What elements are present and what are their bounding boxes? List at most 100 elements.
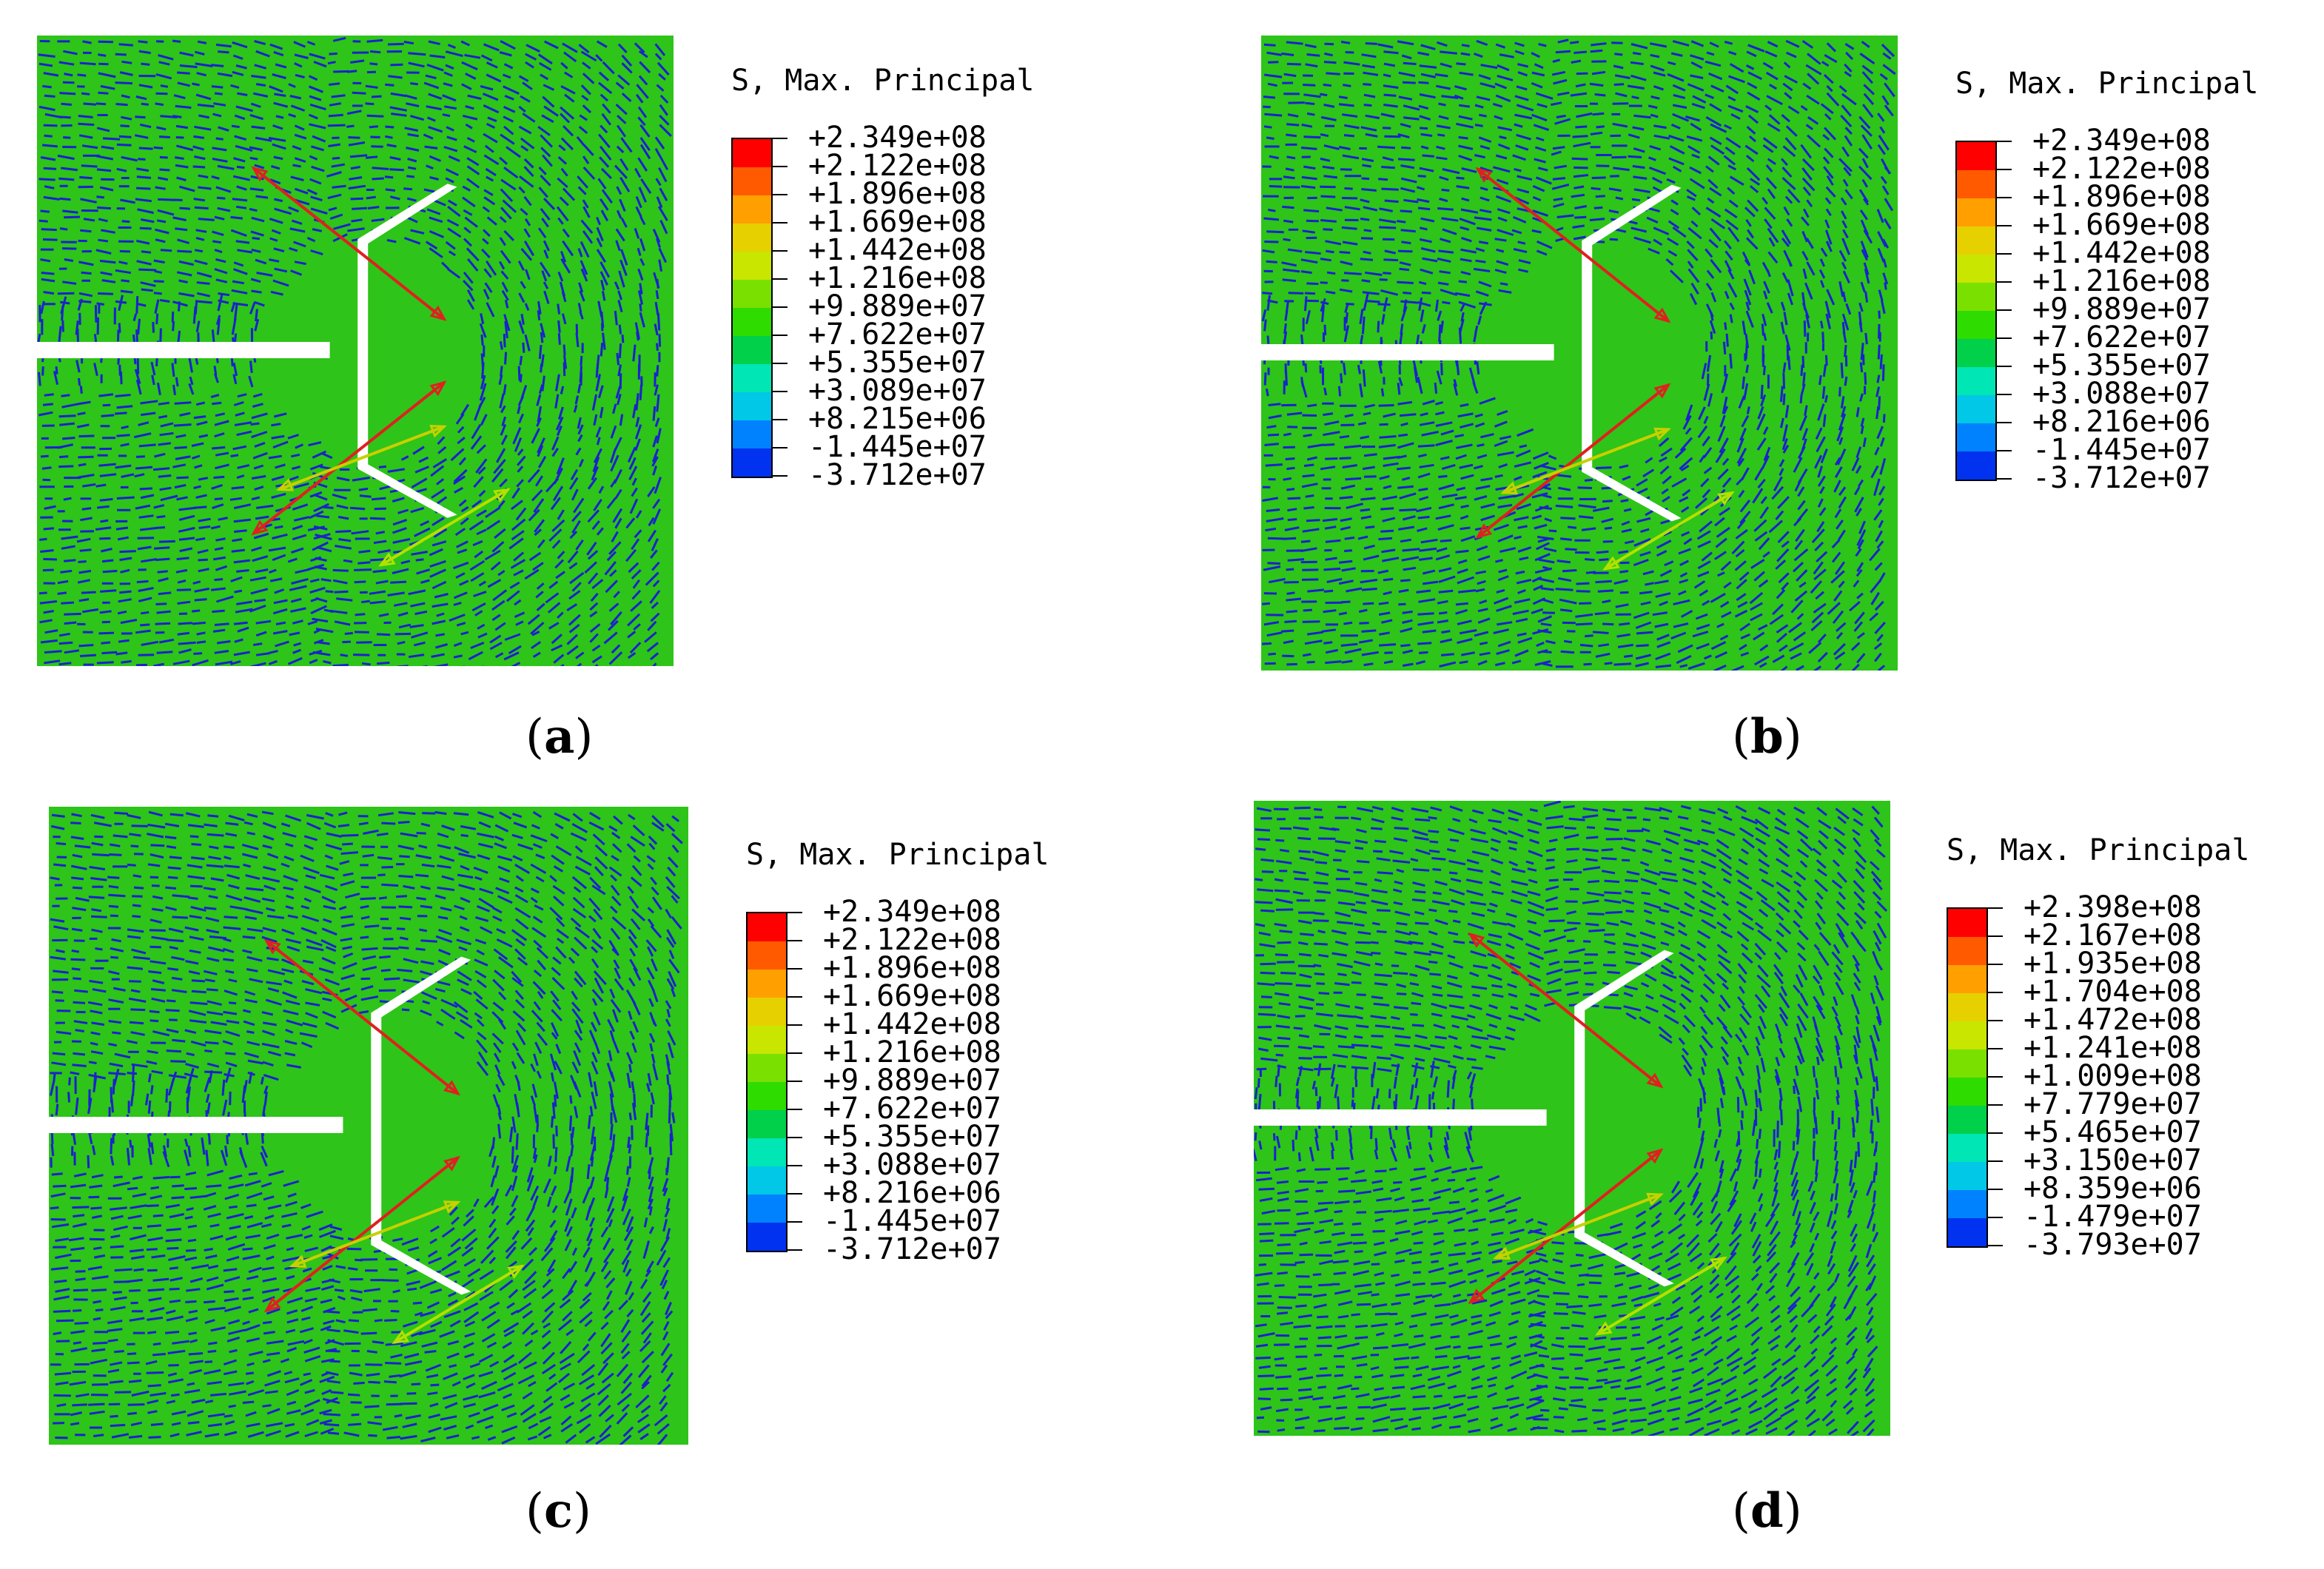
stress-vector (1439, 175, 1449, 181)
stress-vector (61, 545, 75, 550)
stress-vector (1456, 443, 1473, 449)
stress-vector (1436, 547, 1448, 553)
stress-vector (178, 260, 195, 266)
stress-vector (1499, 53, 1514, 58)
stress-vector (1419, 64, 1437, 69)
stress-vector (71, 927, 83, 932)
stress-vector (1645, 582, 1654, 586)
stress-vector (504, 299, 509, 309)
stress-vector (244, 915, 257, 920)
stress-vector (1474, 104, 1484, 109)
legend-title-a: S, Max. Principal (731, 64, 1035, 98)
stress-vector (1320, 298, 1326, 312)
stress-vector (1397, 400, 1413, 406)
stress-vector (152, 895, 164, 900)
stress-vector (414, 527, 431, 537)
stress-vector (540, 363, 543, 373)
stress-vector (378, 613, 389, 617)
stress-vector (611, 948, 620, 956)
stress-vector (63, 559, 76, 562)
stress-vector (1697, 571, 1710, 578)
stress-vector (110, 1206, 127, 1211)
stress-vector (520, 137, 535, 149)
stress-vector (215, 565, 228, 571)
stress-vector (198, 477, 209, 481)
stress-vector (203, 970, 218, 975)
stress-vector (1344, 303, 1349, 313)
stress-vector (1705, 206, 1722, 218)
stress-vector (96, 168, 112, 172)
stress-vector (1691, 102, 1705, 110)
stress-vector (648, 517, 655, 527)
stress-vector (1836, 631, 1844, 639)
stress-vector (1514, 535, 1522, 540)
stress-vector (1383, 591, 1392, 596)
stress-vector (260, 1076, 264, 1085)
stress-vector (1402, 548, 1420, 552)
stress-vector (1438, 249, 1454, 254)
stress-vector (81, 164, 98, 168)
stress-vector (614, 967, 622, 979)
stress-vector (387, 468, 406, 473)
stress-vector (1573, 141, 1591, 148)
stress-vector (274, 588, 285, 594)
stress-vector (1734, 609, 1748, 618)
stress-vector (43, 557, 57, 561)
stress-vector (377, 873, 386, 877)
stress-vector (582, 230, 594, 244)
stress-vector (1861, 71, 1874, 84)
stress-vector (1282, 205, 1294, 209)
stress-vector (1377, 360, 1383, 374)
stress-vector (639, 216, 646, 226)
stress-vector (1610, 175, 1619, 178)
stress-vector (291, 547, 304, 554)
stress-vector (1863, 93, 1875, 105)
stress-vector (552, 895, 565, 907)
stress-vector (287, 557, 298, 563)
stress-vector (1323, 144, 1340, 150)
stress-vector (1784, 334, 1791, 351)
stress-vector (1266, 136, 1274, 140)
stress-vector (1439, 238, 1451, 243)
stress-vector (1884, 166, 1892, 175)
stress-vector (141, 411, 156, 417)
stress-vector (1635, 654, 1651, 660)
stress-vector (349, 154, 368, 158)
stress-vector (55, 366, 58, 374)
stress-vector (1284, 526, 1300, 531)
stress-vector (141, 250, 152, 254)
stress-vector (476, 979, 487, 989)
stress-vector (225, 822, 239, 826)
stress-vector (138, 654, 155, 656)
stress-vector (1440, 50, 1457, 55)
stress-vector (486, 122, 496, 129)
stress-vector (71, 864, 87, 870)
stress-vector (149, 1009, 160, 1014)
stress-vector (332, 579, 348, 585)
stress-vector (184, 1138, 189, 1147)
principal-stress-arrow-head (378, 552, 396, 567)
legend-swatch (1957, 311, 1995, 339)
stress-vector (671, 895, 679, 904)
stress-vector (261, 1145, 269, 1158)
stress-vector (1834, 508, 1842, 519)
stress-vector (1782, 362, 1787, 373)
stress-vector (621, 334, 625, 343)
stress-vector (1399, 492, 1417, 500)
stress-vector (302, 1022, 318, 1028)
stress-vector (1670, 209, 1679, 215)
stress-vector (633, 1093, 637, 1108)
stress-vector (562, 42, 578, 53)
stress-vector (1722, 457, 1730, 466)
stress-vector (1635, 621, 1652, 629)
stress-vector (1690, 220, 1699, 228)
stress-vector (251, 75, 266, 79)
stress-vector (1342, 464, 1357, 468)
stress-vector (156, 382, 161, 396)
stress-vector (1337, 386, 1342, 397)
stress-vector (58, 632, 70, 637)
stress-vector (318, 1223, 333, 1232)
stress-vector (1480, 477, 1493, 482)
stress-vector (1266, 295, 1271, 311)
stress-vector (108, 970, 120, 975)
